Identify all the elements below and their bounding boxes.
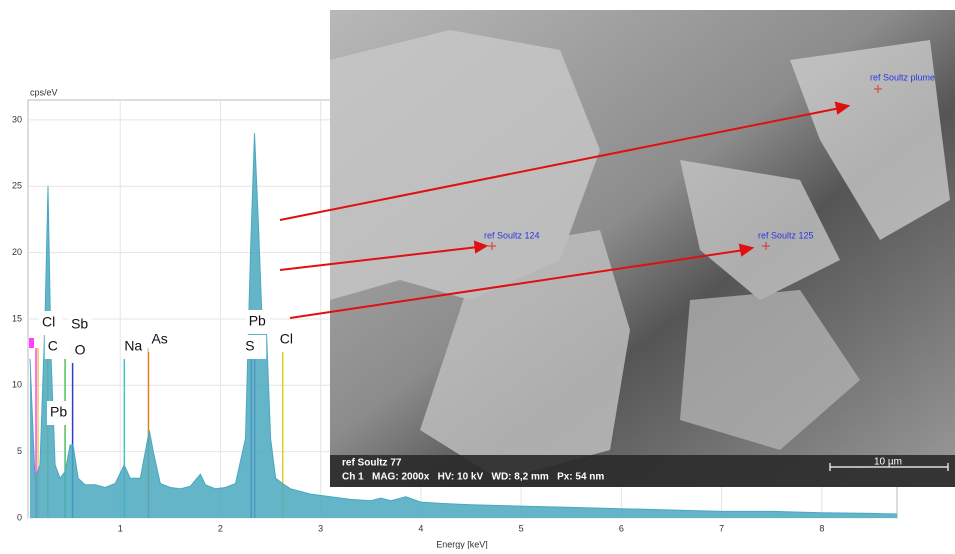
y-tick-label: 30 — [12, 114, 22, 124]
figure: cps/eV Energy [keV] 0 5 10 15 20 25 30 1 2 3 4 5 6 7 8… — [0, 0, 955, 549]
x-tick-label: 8 — [819, 523, 824, 533]
x-tick-label: 7 — [719, 523, 724, 533]
x-tick-label: 2 — [218, 523, 223, 533]
spot-label: ref Soultz 125 — [758, 230, 814, 240]
x-tick-label: 6 — [619, 523, 624, 533]
x-tick-label: 3 — [318, 523, 323, 533]
y-tick-label: 25 — [12, 181, 22, 191]
scale-label: 10 µm — [874, 457, 902, 468]
element-label: Pb — [249, 313, 266, 329]
element-label: O — [75, 342, 86, 358]
x-axis-label: Energy [keV] — [436, 539, 488, 549]
element-label: Cl — [280, 331, 293, 347]
y-tick-label: 5 — [17, 446, 22, 456]
element-label: S — [245, 338, 254, 354]
element-label: Na — [124, 338, 142, 354]
spot-label: ref Soultz plume — [870, 72, 935, 82]
y-tick-label: 15 — [12, 313, 22, 323]
sem-image: ref Soultz 77 Ch 1 MAG: 2000x HV: 10 kV … — [330, 10, 955, 487]
marker-swatch — [29, 338, 34, 348]
element-label: Pb — [50, 404, 67, 420]
info-line: Ch 1 MAG: 2000x HV: 10 kV WD: 8,2 mm Px:… — [342, 472, 604, 483]
element-label: Sb — [71, 316, 88, 332]
x-tick-label: 4 — [418, 523, 423, 533]
element-label: C — [48, 338, 58, 354]
x-tick-label: 1 — [118, 523, 123, 533]
element-label: Cl — [42, 314, 55, 330]
y-axis-label: cps/eV — [30, 87, 58, 97]
y-tick-label: 10 — [12, 380, 22, 390]
info-name: ref Soultz 77 — [342, 458, 402, 469]
element-label: As — [151, 331, 167, 347]
x-tick-label: 5 — [519, 523, 524, 533]
spot-label: ref Soultz 124 — [484, 230, 540, 240]
y-tick-label: 0 — [17, 512, 22, 522]
y-tick-label: 20 — [12, 247, 22, 257]
